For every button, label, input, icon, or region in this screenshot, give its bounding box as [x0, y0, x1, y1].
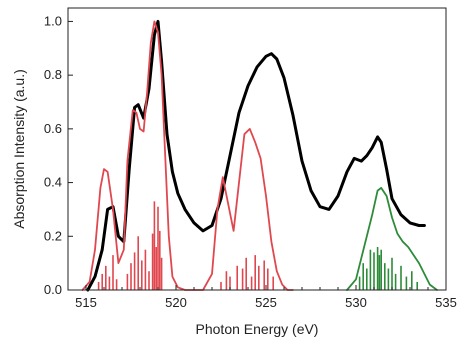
y-tick-label-4: 0.8	[44, 67, 62, 82]
y-tick-label-1: 0.2	[44, 228, 62, 243]
series-line-1	[81, 20, 294, 291]
y-tick-label-0: 0.0	[44, 282, 62, 297]
x-tick-label-0: 515	[75, 295, 97, 310]
stick-spectra	[97, 201, 419, 290]
axis-ticks: 515 520 525 530 535 0.0 0.2 0.4 0.6 0.8 1.0	[44, 13, 457, 310]
x-axis-title: Photon Energy (eV)	[196, 321, 319, 337]
x-tick-label-3: 530	[345, 295, 367, 310]
y-tick-label-2: 0.4	[44, 175, 62, 190]
spectrum-lines	[81, 19, 438, 292]
y-axis-title: Absorption Intensity (a.u.)	[11, 69, 27, 229]
series-line-0	[86, 19, 426, 292]
y-tick-label-5: 1.0	[44, 13, 62, 28]
x-tick-label-4: 535	[435, 295, 457, 310]
y-tick-label-3: 0.6	[44, 121, 62, 136]
plot-frame	[67, 7, 447, 291]
series-line-2	[346, 187, 438, 291]
x-tick-label-2: 525	[255, 295, 277, 310]
plot-area: 515 520 525 530 535 0.0 0.2 0.4 0.6 0.8 1.0	[44, 7, 457, 310]
x-tick-label-1: 520	[165, 295, 187, 310]
